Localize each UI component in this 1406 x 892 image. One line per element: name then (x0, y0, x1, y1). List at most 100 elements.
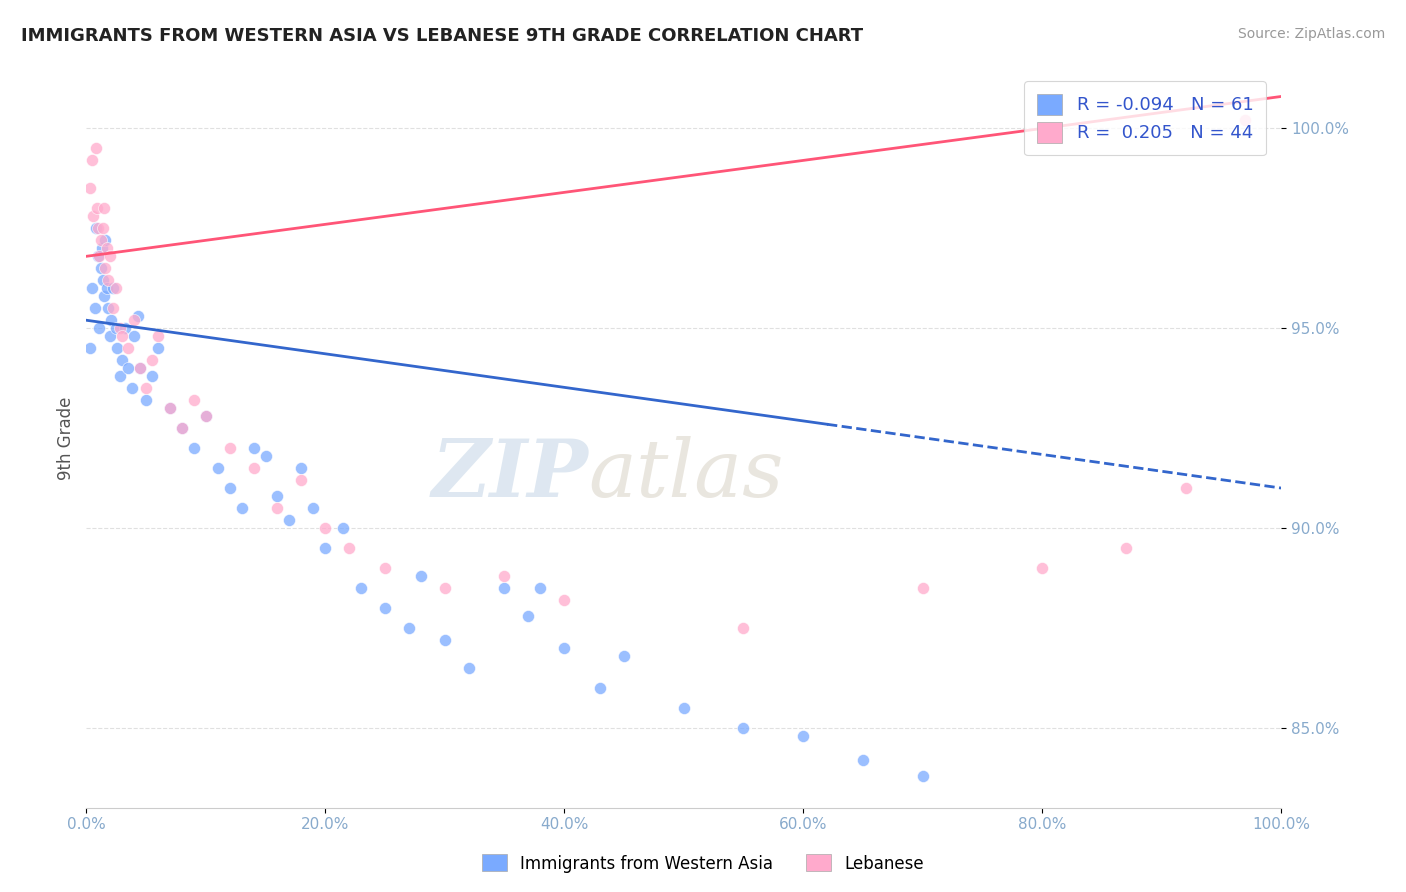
Point (129, 361, 152, 376)
Point (146, 341, 169, 355)
Point (82, 281, 104, 295)
Point (146, 329, 169, 343)
Point (314, 541, 336, 555)
Point (852, 753, 875, 767)
Point (1174, 481, 1197, 495)
Point (108, 369, 131, 384)
Point (141, 353, 163, 368)
Point (86, 202, 108, 216)
Point (792, 729, 814, 743)
Point (159, 401, 181, 416)
Point (82, 210, 104, 224)
Point (314, 521, 336, 535)
Point (159, 401, 181, 416)
Point (105, 341, 128, 355)
Point (91, 221, 114, 235)
Point (529, 581, 551, 595)
Point (170, 421, 193, 435)
Point (218, 481, 240, 495)
Point (332, 521, 354, 535)
Point (91, 273, 114, 287)
Y-axis label: 9th Grade: 9th Grade (58, 396, 75, 480)
Point (96, 241, 118, 255)
Text: ZIP: ZIP (432, 436, 588, 514)
Point (1234, 113, 1257, 128)
Point (94, 261, 117, 276)
Point (733, 621, 755, 635)
Point (517, 608, 540, 623)
Point (100, 313, 122, 327)
Point (433, 581, 456, 595)
Point (94, 233, 117, 247)
Point (350, 581, 373, 595)
Point (87, 249, 110, 263)
Point (97, 273, 120, 287)
Point (97, 301, 120, 316)
Point (96, 281, 118, 295)
Text: atlas: atlas (588, 436, 783, 514)
Point (105, 281, 128, 295)
Point (457, 661, 479, 675)
Legend: R = -0.094   N = 61, R =  0.205   N = 44: R = -0.094 N = 61, R = 0.205 N = 44 (1025, 81, 1265, 155)
Point (122, 313, 145, 327)
Point (121, 381, 143, 395)
Point (553, 640, 575, 655)
Point (183, 393, 205, 408)
Point (218, 441, 240, 455)
Text: Source: ZipAtlas.com: Source: ZipAtlas.com (1237, 27, 1385, 41)
Point (122, 329, 145, 343)
Point (183, 441, 205, 455)
Point (101, 301, 124, 316)
Text: IMMIGRANTS FROM WESTERN ASIA VS LEBANESE 9TH GRADE CORRELATION CHART: IMMIGRANTS FROM WESTERN ASIA VS LEBANESE… (21, 27, 863, 45)
Point (242, 441, 264, 455)
Point (90, 233, 112, 247)
Point (911, 769, 934, 783)
Point (111, 329, 134, 343)
Point (117, 341, 139, 355)
Point (374, 561, 396, 575)
Point (87, 221, 110, 235)
Point (278, 513, 301, 527)
Point (129, 361, 152, 376)
Point (98, 249, 121, 263)
Point (207, 461, 229, 475)
Point (254, 449, 277, 463)
Point (242, 461, 264, 475)
Point (290, 473, 312, 487)
Point (589, 681, 612, 695)
Point (79, 341, 101, 355)
Point (101, 281, 124, 295)
Point (98, 329, 121, 343)
Point (290, 461, 312, 475)
Point (90, 241, 112, 255)
Point (105, 321, 128, 335)
Point (114, 321, 136, 335)
Point (111, 353, 134, 368)
Point (93, 289, 115, 303)
Point (89, 321, 111, 335)
Point (231, 501, 253, 516)
Point (733, 721, 755, 735)
Point (613, 648, 636, 663)
Point (83, 301, 105, 316)
Point (553, 593, 575, 607)
Point (84, 221, 107, 235)
Point (127, 310, 149, 324)
Point (494, 581, 516, 595)
Point (93, 202, 115, 216)
Point (398, 621, 420, 635)
Legend: Immigrants from Western Asia, Lebanese: Immigrants from Western Asia, Lebanese (475, 847, 931, 880)
Point (170, 421, 193, 435)
Point (1115, 541, 1137, 555)
Point (672, 700, 695, 714)
Point (79, 181, 101, 195)
Point (135, 381, 157, 395)
Point (141, 369, 163, 384)
Point (302, 501, 325, 516)
Point (1031, 561, 1053, 575)
Point (108, 321, 131, 335)
Point (911, 581, 934, 595)
Point (117, 361, 139, 376)
Point (266, 489, 288, 503)
Point (135, 393, 157, 408)
